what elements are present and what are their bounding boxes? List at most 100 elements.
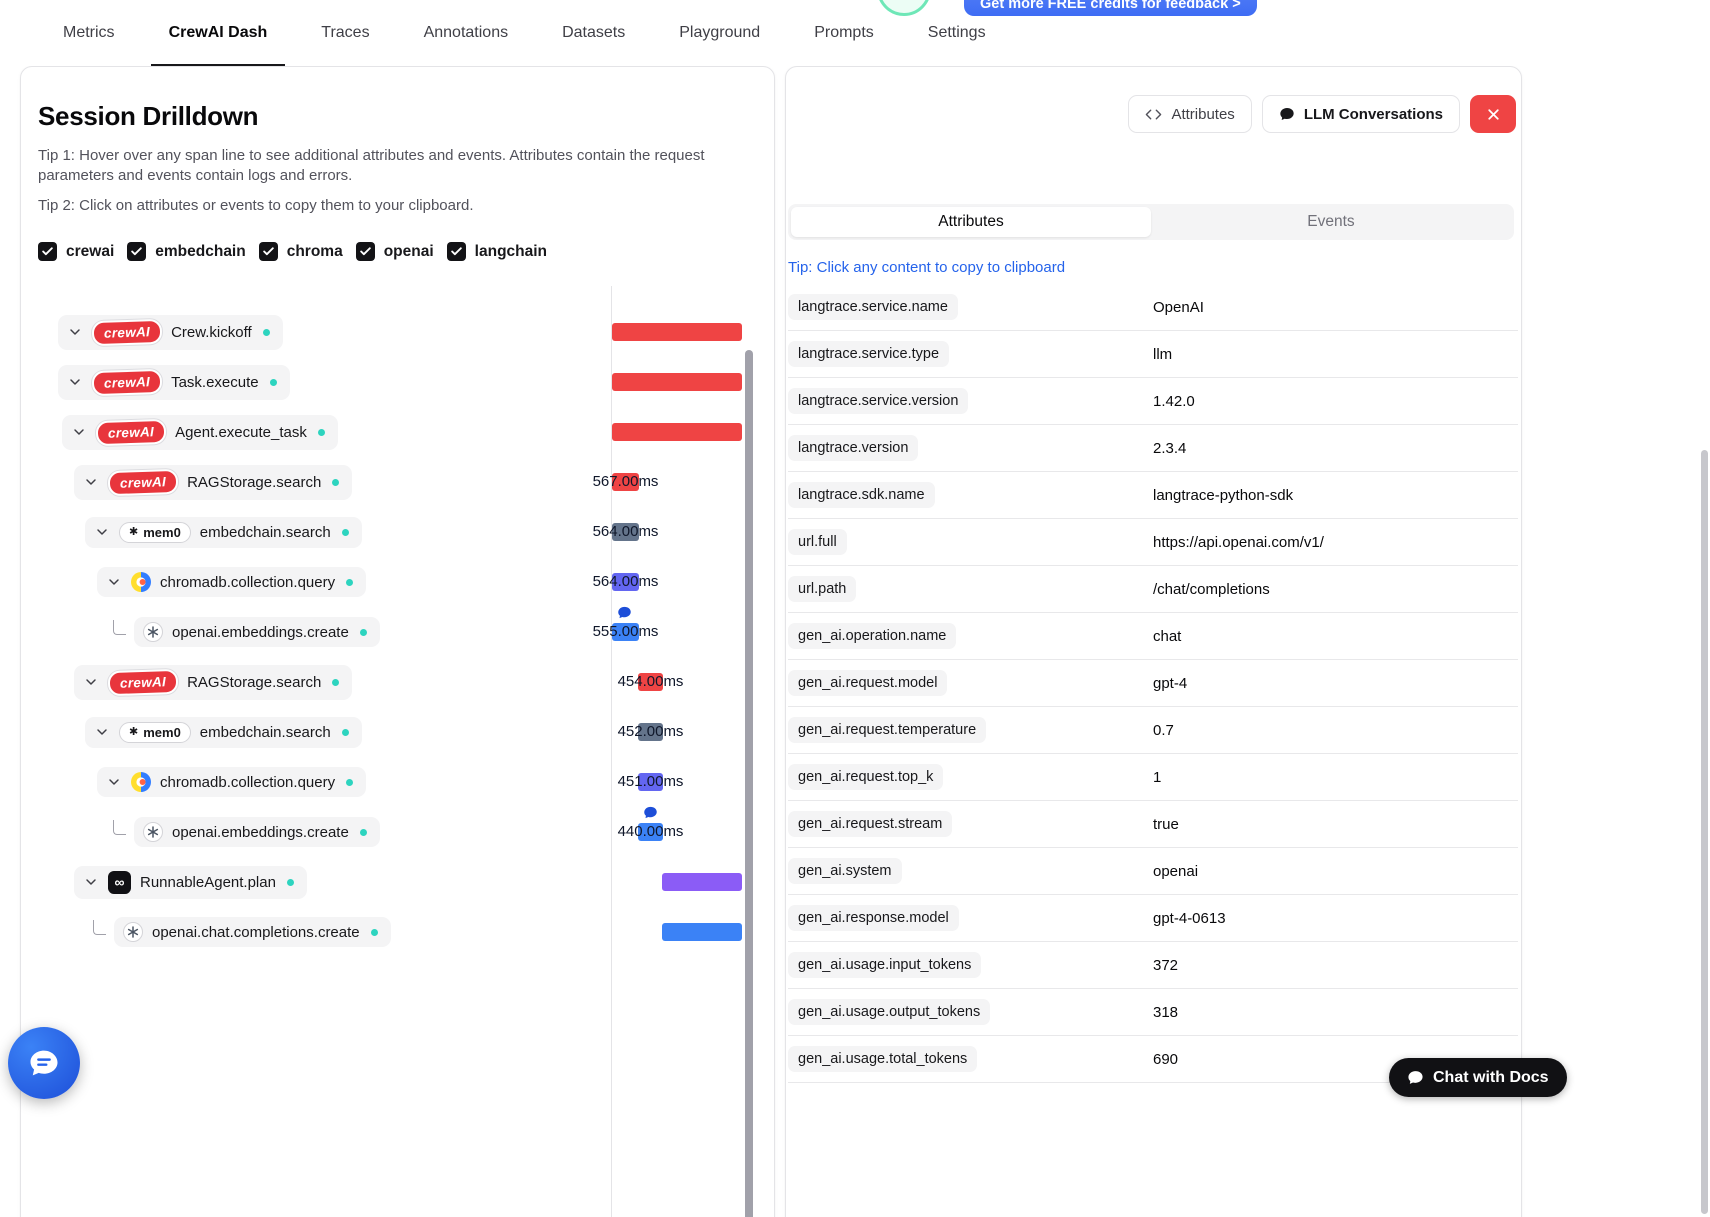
attribute-key[interactable]: langtrace.service.name [788, 294, 958, 320]
attribute-key[interactable]: gen_ai.request.model [788, 670, 948, 696]
tree-scrollbar-thumb[interactable] [745, 350, 753, 1217]
attribute-value[interactable]: gpt-4-0613 [1153, 909, 1226, 927]
chevron-down-icon[interactable] [83, 674, 99, 690]
tab-events[interactable]: Events [1307, 213, 1355, 230]
tab-traces[interactable]: Traces [321, 24, 370, 41]
span-duration-bar[interactable] [638, 723, 663, 742]
attributes-button[interactable]: Attributes [1128, 95, 1252, 133]
attribute-row[interactable]: gen_ai.operation.name chat [788, 613, 1518, 660]
span-duration-bar[interactable] [612, 323, 742, 342]
span-row-chromadb-collection-query[interactable]: chromadb.collection.query 451.00ms [21, 757, 774, 807]
span-pill[interactable]: crewAI RAGStorage.search [74, 664, 353, 700]
span-row-openai-embeddings-create[interactable]: openai.embeddings.create 440.00ms [21, 807, 774, 857]
tab-crewai-dash[interactable]: CrewAI Dash [150, 0, 286, 66]
get-credits-button[interactable]: Get more FREE credits for feedback > [964, 0, 1257, 16]
attribute-key[interactable]: langtrace.service.type [788, 341, 950, 367]
attribute-value[interactable]: llm [1153, 345, 1173, 363]
span-row-ragstorage-search[interactable]: crewAI RAGStorage.search 567.00ms [21, 457, 774, 507]
attribute-value[interactable]: chat [1153, 627, 1182, 645]
span-row-embedchain-search[interactable]: ✱ mem0 embedchain.search 452.00ms [21, 707, 774, 757]
tab-prompts[interactable]: Prompts [814, 24, 874, 41]
span-pill[interactable]: openai.chat.completions.create [114, 917, 391, 948]
span-duration-bar[interactable] [612, 473, 639, 492]
attribute-value[interactable]: 372 [1153, 956, 1179, 974]
attribute-key[interactable]: gen_ai.system [788, 858, 902, 884]
span-duration-bar[interactable] [612, 423, 742, 442]
span-duration-bar[interactable] [662, 873, 742, 892]
tab-playground[interactable]: Playground [679, 24, 761, 41]
attribute-row[interactable]: langtrace.service.version 1.42.0 [788, 378, 1518, 425]
attribute-row[interactable]: url.full https://api.openai.com/v1/ [788, 519, 1518, 566]
span-row-runnableagent-plan[interactable]: ∞ RunnableAgent.plan [21, 857, 774, 907]
attribute-row[interactable]: langtrace.service.type llm [788, 331, 1518, 378]
filter-openai[interactable]: openai [355, 242, 434, 262]
attribute-key[interactable]: gen_ai.usage.total_tokens [788, 1046, 978, 1072]
span-row-task-execute[interactable]: crewAI Task.execute [21, 357, 774, 407]
tab-datasets[interactable]: Datasets [562, 24, 626, 41]
attribute-row[interactable]: gen_ai.usage.input_tokens 372 [788, 942, 1518, 989]
chat-widget-button[interactable] [8, 1027, 80, 1099]
span-duration-bar[interactable] [638, 823, 663, 842]
check-icon[interactable] [446, 242, 466, 262]
span-pill[interactable]: ✱ mem0 embedchain.search [85, 516, 362, 548]
attribute-value[interactable]: 2.3.4 [1153, 439, 1187, 457]
span-pill[interactable]: ∞ RunnableAgent.plan [74, 865, 307, 899]
span-pill[interactable]: ✱ mem0 embedchain.search [85, 716, 362, 748]
attribute-row[interactable]: gen_ai.usage.output_tokens 318 [788, 989, 1518, 1036]
filter-langchain[interactable]: langchain [446, 242, 547, 262]
tab-attributes[interactable]: Attributes [791, 207, 1151, 237]
attribute-value[interactable]: langtrace-python-sdk [1153, 486, 1294, 504]
span-row-ragstorage-search[interactable]: crewAI RAGStorage.search 454.00ms [21, 657, 774, 707]
chevron-down-icon[interactable] [106, 574, 122, 590]
attribute-row[interactable]: gen_ai.response.model gpt-4-0613 [788, 895, 1518, 942]
filter-embedchain[interactable]: embedchain [127, 242, 246, 262]
attribute-row[interactable]: gen_ai.system openai [788, 848, 1518, 895]
span-row-crew-kickoff[interactable]: crewAI Crew.kickoff [21, 307, 774, 357]
chevron-down-icon[interactable] [83, 874, 99, 890]
span-pill[interactable]: chromadb.collection.query [97, 567, 367, 598]
attribute-key[interactable]: gen_ai.request.top_k [788, 764, 944, 790]
attribute-row[interactable]: gen_ai.request.stream true [788, 801, 1518, 848]
attribute-key[interactable]: langtrace.sdk.name [788, 482, 935, 508]
attribute-row[interactable]: gen_ai.usage.total_tokens 690 [788, 1036, 1518, 1083]
span-duration-bar[interactable] [638, 673, 663, 692]
check-icon[interactable] [258, 242, 278, 262]
span-pill[interactable]: chromadb.collection.query [97, 767, 367, 798]
close-button[interactable] [1470, 95, 1516, 133]
chevron-down-icon[interactable] [106, 774, 122, 790]
span-pill[interactable]: crewAI Crew.kickoff [58, 314, 283, 350]
chevron-down-icon[interactable] [94, 524, 110, 540]
attribute-value[interactable]: 1 [1153, 768, 1162, 786]
page-scrollbar-thumb[interactable] [1701, 450, 1708, 1214]
span-pill[interactable]: openai.embeddings.create [134, 617, 380, 648]
attribute-key[interactable]: langtrace.service.version [788, 388, 969, 414]
attribute-key[interactable]: gen_ai.usage.input_tokens [788, 952, 982, 978]
llm-conversations-button[interactable]: LLM Conversations [1261, 95, 1460, 133]
span-pill[interactable]: crewAI RAGStorage.search [74, 464, 353, 500]
attribute-value[interactable]: https://api.openai.com/v1/ [1153, 533, 1324, 551]
attribute-key[interactable]: url.full [788, 529, 847, 555]
attribute-value[interactable]: OpenAI [1153, 298, 1204, 316]
attribute-value[interactable]: 0.7 [1153, 721, 1174, 739]
span-duration-bar[interactable] [662, 923, 742, 942]
attribute-row[interactable]: langtrace.sdk.name langtrace-python-sdk [788, 472, 1518, 519]
check-icon[interactable] [127, 242, 147, 262]
span-duration-bar[interactable] [612, 573, 639, 592]
attribute-value[interactable]: 318 [1153, 1003, 1179, 1021]
span-duration-bar[interactable] [638, 773, 663, 792]
tab-settings[interactable]: Settings [927, 24, 986, 41]
attribute-row[interactable]: langtrace.service.name OpenAI [788, 284, 1518, 331]
attribute-key[interactable]: url.path [788, 576, 857, 602]
chevron-down-icon[interactable] [94, 724, 110, 740]
attribute-row[interactable]: gen_ai.request.top_k 1 [788, 754, 1518, 801]
attribute-key[interactable]: gen_ai.operation.name [788, 623, 957, 649]
attribute-key[interactable]: langtrace.version [788, 435, 919, 461]
check-icon[interactable] [355, 242, 375, 262]
attribute-value[interactable]: openai [1153, 862, 1199, 880]
span-row-embedchain-search[interactable]: ✱ mem0 embedchain.search 564.00ms [21, 507, 774, 557]
span-pill[interactable]: openai.embeddings.create [134, 817, 380, 848]
chevron-down-icon[interactable] [67, 374, 83, 390]
chevron-down-icon[interactable] [83, 474, 99, 490]
attribute-value[interactable]: /chat/completions [1153, 580, 1270, 598]
span-row-openai-chat-completions-create[interactable]: openai.chat.completions.create [21, 907, 774, 957]
